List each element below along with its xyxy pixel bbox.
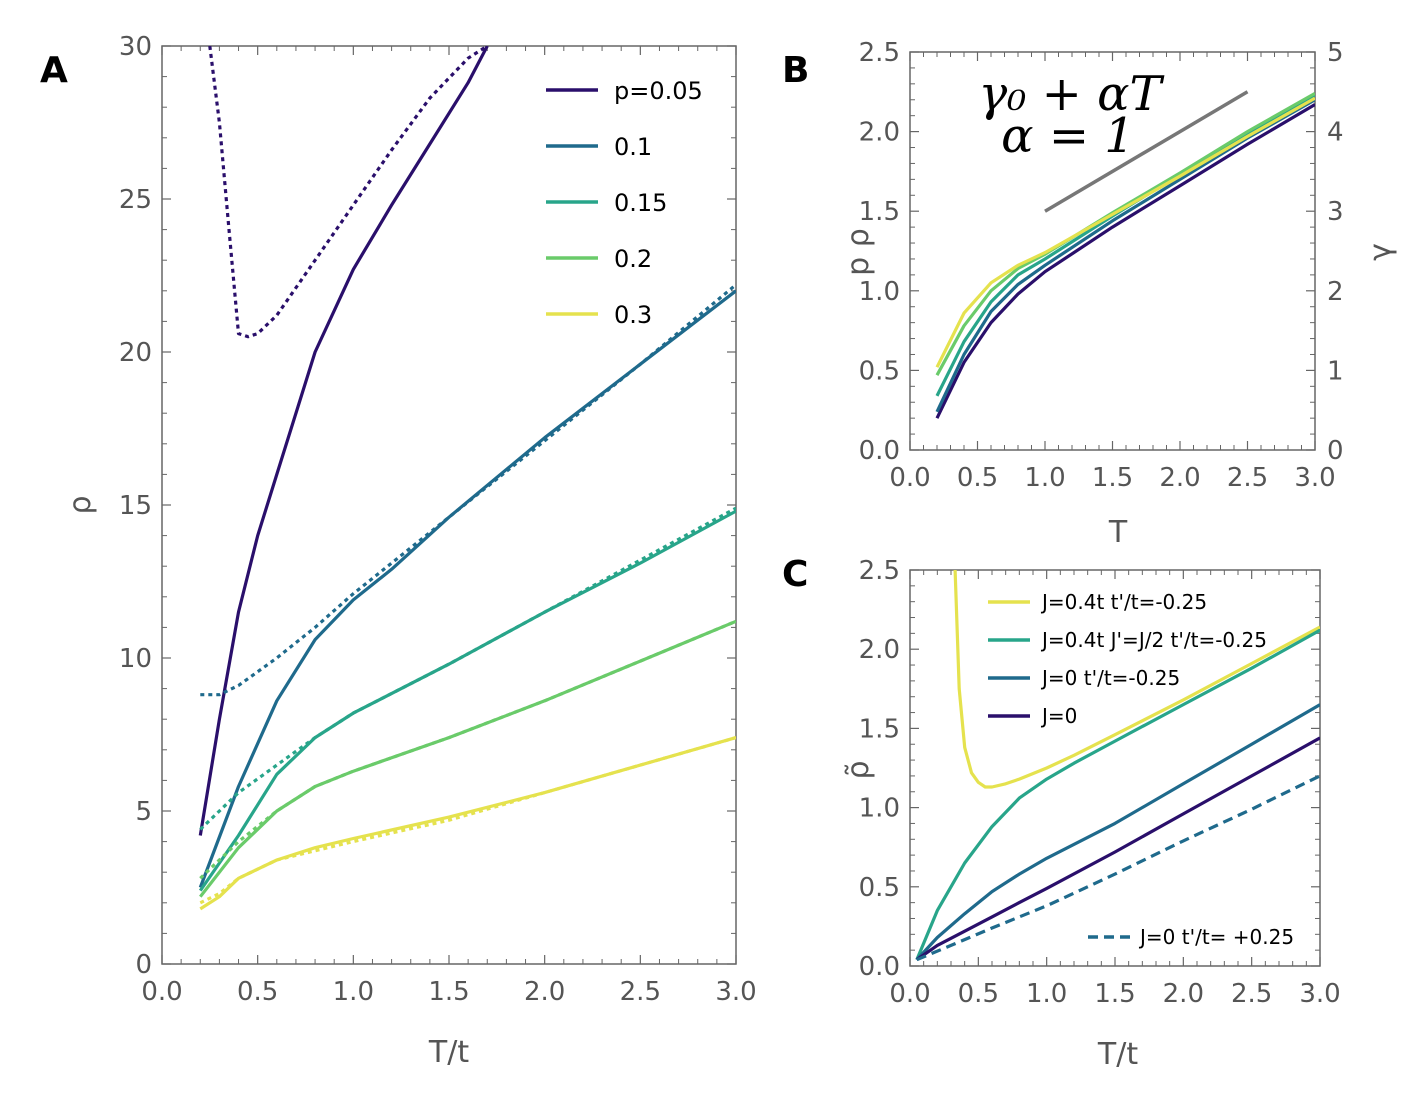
- panel-label-c: C: [782, 554, 808, 595]
- b-series-line-4: [935, 96, 1315, 368]
- b-ytick-right-label: 0: [1327, 436, 1344, 466]
- b-ytick-right-label: 2: [1327, 277, 1344, 307]
- panel-a-legend: p=0.05 0.1 0.15 0.2 0.3: [546, 77, 703, 329]
- b-ytick-right-label: 4: [1327, 118, 1344, 148]
- b-ytick-label: 1.5: [859, 197, 900, 227]
- panel-b-ticks: 0.0 0.5 1.0 1.5 2.0 2.5 3.0 0.0 0.5 1.0 1.5 2.0 2.5 0…: [859, 38, 1344, 493]
- a-xtick-label: 0.5: [237, 977, 278, 1007]
- a-xtick-label: 2.0: [524, 977, 565, 1007]
- a-ytick-label: 30: [119, 32, 152, 62]
- c-series-line-1: [915, 628, 1320, 961]
- a-legend-label-0: p=0.05: [614, 77, 703, 105]
- b-ytick-label: 2.5: [859, 38, 900, 68]
- a-series-line-5: [199, 506, 736, 831]
- a-series-line-6: [199, 619, 736, 898]
- c-legend-label-0: J=0.4t t'/t=-0.25: [1040, 590, 1207, 614]
- a-xtick-label: 1.0: [333, 977, 374, 1007]
- c-series-line-4: [916, 774, 1320, 962]
- panel-c-series: [915, 570, 1320, 962]
- a-ytick-label: 10: [119, 644, 152, 674]
- c-series-line-3: [915, 736, 1320, 962]
- a-xtick-label: 2.5: [620, 977, 661, 1007]
- a-legend-label-3: 0.2: [614, 245, 652, 273]
- c-legend-label-dashed: J=0 t'/t= +0.25: [1138, 925, 1294, 949]
- a-series-line-7: [199, 619, 736, 880]
- a-series-line-1: [208, 46, 489, 339]
- b-ytick-label: 0.0: [859, 436, 900, 466]
- panel-c-ylabel: ρ̃: [841, 760, 876, 779]
- c-xtick-label: 1.0: [1026, 979, 1067, 1009]
- panel-a-series: [198, 46, 736, 911]
- a-xtick-label: 1.5: [428, 977, 469, 1007]
- a-xtick-label: 0.0: [141, 977, 182, 1007]
- panel-label-b: B: [782, 50, 809, 91]
- panel-label-a: A: [40, 50, 68, 91]
- b-xtick-label: 3.0: [1294, 463, 1335, 493]
- panel-b-xlabel: T: [1108, 515, 1128, 550]
- c-series-line-2: [915, 703, 1320, 961]
- c-legend-label-2: J=0 t'/t=-0.25: [1040, 666, 1180, 690]
- a-legend-label-1: 0.1: [614, 133, 652, 161]
- panel-a-ylabel: ρ: [63, 495, 98, 514]
- c-xtick-label: 1.5: [1094, 979, 1135, 1009]
- c-series-line-0: [953, 570, 1320, 789]
- panel-c-legend: J=0.4t t'/t=-0.25 J=0.4t J'=J/2 t'/t=-0.2…: [988, 590, 1294, 949]
- b-ytick-label: 2.0: [859, 118, 900, 148]
- a-ytick-label: 15: [119, 491, 152, 521]
- c-xtick-label: 3.0: [1299, 979, 1340, 1009]
- c-legend-label-1: J=0.4t J'=J/2 t'/t=-0.25: [1040, 628, 1267, 652]
- b-ytick-label: 0.5: [859, 356, 900, 386]
- a-legend-label-4: 0.3: [614, 301, 652, 329]
- c-xtick-label: 2.0: [1163, 979, 1204, 1009]
- panel-c-xlabel: T/t: [1097, 1037, 1138, 1072]
- b-ytick-right-label: 3: [1327, 197, 1344, 227]
- panel-b-series: [935, 90, 1315, 419]
- c-ytick-label: 0.5: [859, 873, 900, 903]
- panel-b-chart: 0.0 0.5 1.0 1.5 2.0 2.5 3.0 0.0 0.5 1.0 1.5 2.0 2.5 0…: [841, 38, 1398, 550]
- a-legend-label-2: 0.15: [614, 189, 667, 217]
- panel-b-ylabel: p ρ: [841, 228, 876, 276]
- a-series-line-3: [200, 283, 736, 697]
- a-xtick-label: 3.0: [715, 977, 756, 1007]
- a-series-line-0: [198, 46, 489, 836]
- b-ytick-right-label: 5: [1327, 38, 1344, 68]
- a-ytick-label: 25: [119, 185, 152, 215]
- b-ytick-right-label: 1: [1327, 356, 1344, 386]
- c-legend-label-3: J=0: [1040, 704, 1077, 728]
- panel-c-chart: 0.0 0.5 1.0 1.5 2.0 2.5 3.00.00.51.01.52.02.5 …: [841, 556, 1341, 1072]
- panel-a-frame: [161, 45, 737, 965]
- b-xtick-label: 0.0: [889, 463, 930, 493]
- c-ytick-label: 1.0: [859, 794, 900, 824]
- a-ytick-label: 5: [135, 797, 152, 827]
- panel-b-formula: γ₀ + αT: [978, 66, 1164, 122]
- b-xtick-label: 1.0: [1024, 463, 1065, 493]
- panel-a-ticks: 0.0 0.5 1.0 1.5 2.0 2.5 3.0 0 5 10 15 20 25 30: [119, 32, 757, 1007]
- a-ytick-label: 0: [135, 950, 152, 980]
- c-ytick-label: 0.0: [859, 952, 900, 982]
- c-xtick-label: 0.5: [958, 979, 999, 1009]
- c-xtick-label: 2.5: [1231, 979, 1272, 1009]
- b-xtick-label: 2.0: [1159, 463, 1200, 493]
- b-ytick-label: 1.0: [859, 277, 900, 307]
- c-ytick-label: 2.0: [859, 635, 900, 665]
- a-series-line-2: [198, 289, 736, 889]
- a-series-line-9: [199, 736, 736, 905]
- b-series-line-0: [935, 103, 1315, 419]
- panel-b-alpha: α = 1: [1001, 108, 1135, 164]
- c-ytick-label: 2.5: [859, 556, 900, 586]
- b-xtick-label: 2.5: [1227, 463, 1268, 493]
- b-xtick-label: 0.5: [957, 463, 998, 493]
- panel-a-xlabel: T/t: [428, 1035, 469, 1070]
- panel-b-ylabel-right: γ: [1363, 243, 1398, 261]
- panel-a-chart: 0.0 0.5 1.0 1.5 2.0 2.5 3.0 0 5 10 15 20 25 30 p=0.05…: [63, 32, 757, 1070]
- c-xtick-label: 0.0: [889, 979, 930, 1009]
- panel-c-ticks: 0.0 0.5 1.0 1.5 2.0 2.5 3.0 0.0 0.5 1.0 1.5 2.0 2.5: [859, 556, 1341, 1009]
- b-series-line-1: [935, 98, 1315, 413]
- a-ytick-label: 20: [119, 338, 152, 368]
- c-ytick-label: 1.5: [859, 714, 900, 744]
- a-series-line-4: [198, 509, 736, 892]
- b-guide-line: [1044, 90, 1249, 213]
- b-xtick-label: 1.5: [1092, 463, 1133, 493]
